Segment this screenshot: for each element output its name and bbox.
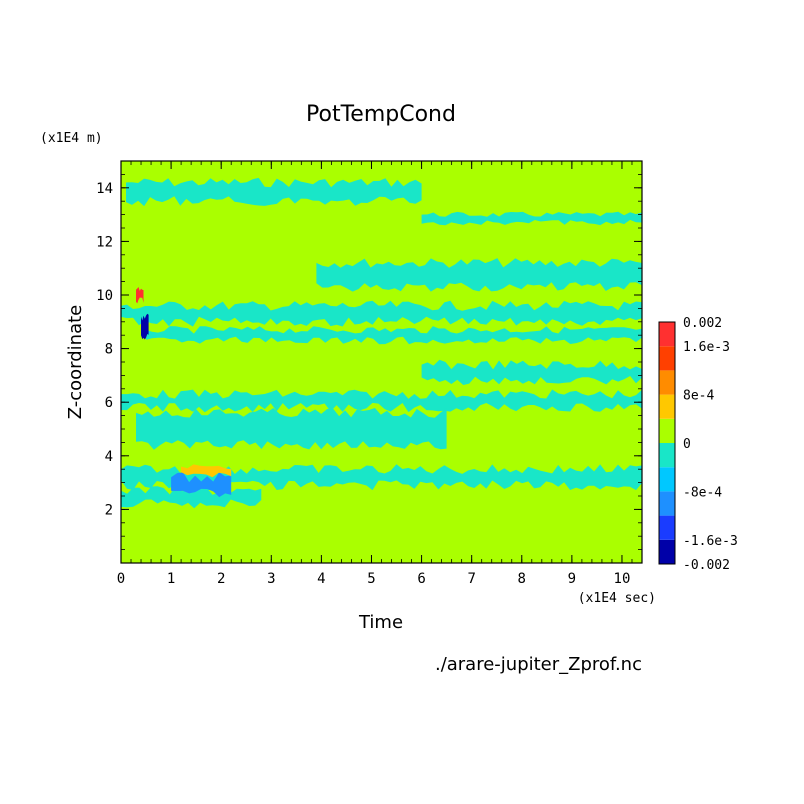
x-tick-label: 1 (167, 571, 175, 587)
contour-region (181, 464, 232, 478)
y-tick-label: 2 (105, 502, 113, 518)
colorbar-swatch (659, 370, 675, 395)
colorbar-frame (658, 321, 676, 565)
x-tick-label: 5 (367, 571, 375, 587)
contour-region (171, 472, 232, 498)
colorbar-label: -8e-4 (683, 485, 722, 500)
contour-region (126, 177, 422, 207)
contour-region (146, 326, 642, 345)
colorbar-swatch (659, 443, 675, 468)
x-tick-label: 2 (217, 571, 225, 587)
contour-region (421, 211, 642, 226)
colorbar-swatch (659, 491, 675, 516)
x-axis-label: Time (358, 612, 403, 633)
colorbar-label: -1.6e-3 (683, 534, 738, 549)
x-tick-label: 3 (267, 571, 275, 587)
plot-area (121, 161, 642, 563)
y-tick-label: 10 (96, 288, 113, 304)
x-tick-label: 8 (518, 571, 526, 587)
x-unit-label: (x1E4 sec) (578, 591, 656, 606)
y-tick-label: 8 (105, 342, 113, 358)
y-tick-label: 4 (105, 449, 113, 465)
colorbar-label: -0.002 (683, 558, 730, 573)
colorbar: 0.002 1.6e-3 8e-4 0 -8e-4 -1.6e-3 -0.002 (658, 316, 738, 573)
x-axis: 0 1 2 3 4 5 6 7 8 9 10 (117, 161, 643, 587)
colorbar-swatch (659, 418, 675, 443)
colorbar-swatch (659, 394, 675, 419)
y-unit-label: (x1E4 m) (40, 131, 103, 146)
colorbar-swatch (659, 322, 675, 347)
chart-title: PotTempCond (306, 102, 456, 127)
colorbar-swatch (659, 515, 675, 540)
contour-region (421, 359, 642, 385)
x-tick-label: 0 (117, 571, 125, 587)
colorbar-label: 0 (683, 437, 691, 452)
x-tick-label: 10 (614, 571, 631, 587)
y-axis: 2 4 6 8 10 12 14 (96, 160, 642, 564)
colorbar-swatch (659, 539, 675, 564)
y-tick-label: 14 (96, 181, 113, 197)
contour-region (136, 287, 144, 304)
x-tick-label: 7 (467, 571, 475, 587)
x-tick-label: 9 (568, 571, 576, 587)
contour-region (121, 389, 642, 413)
contour-region (121, 300, 642, 327)
contour-region (121, 464, 642, 491)
y-tick-label: 12 (96, 234, 113, 250)
x-tick-label: 6 (417, 571, 425, 587)
colorbar-swatch (659, 467, 675, 492)
y-tick-label: 6 (105, 395, 113, 411)
contour-region (141, 313, 149, 340)
y-axis-label: Z-coordinate (65, 305, 86, 420)
colorbar-label: 0.002 (683, 316, 722, 331)
contour-region (136, 408, 447, 450)
contour-region (316, 258, 642, 292)
x-tick-label: 4 (317, 571, 325, 587)
colorbar-swatch (659, 346, 675, 371)
colorbar-label: 1.6e-3 (683, 340, 730, 355)
source-filename: ./arare-jupiter_Zprof.nc (435, 654, 642, 675)
colorbar-label: 8e-4 (683, 389, 714, 404)
